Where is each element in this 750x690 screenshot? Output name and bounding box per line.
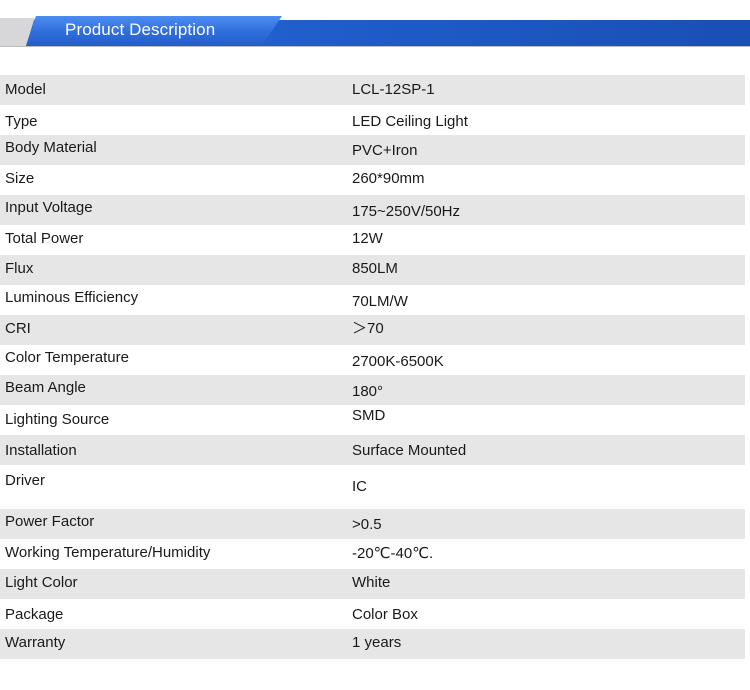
spec-value: ＞70 <box>352 320 384 337</box>
spec-row: CRI ＞70 <box>0 315 745 345</box>
spec-value: Surface Mounted <box>352 442 467 459</box>
spec-label: Power Factor <box>5 513 95 530</box>
spec-value: Color Box <box>352 606 418 623</box>
spec-row: Working Temperature/Humidity -20℃-40℃. <box>0 539 745 569</box>
spec-label: Flux <box>5 260 34 277</box>
spec-row: Color Temperature 2700K-6500K <box>0 345 745 375</box>
header-divider <box>0 46 750 47</box>
spec-row: Light Color White <box>0 569 745 599</box>
spec-row: Power Factor >0.5 <box>0 509 745 539</box>
spec-label: Driver <box>5 472 45 489</box>
spec-label: Color Temperature <box>5 349 129 366</box>
spec-value: 12W <box>352 230 383 247</box>
spec-label: Warranty <box>5 634 66 651</box>
section-header: Product Description <box>0 16 750 47</box>
spec-value: 850LM <box>352 260 398 277</box>
spec-label: Size <box>5 170 35 187</box>
spec-label: Body Material <box>5 139 97 156</box>
spec-row: Body Material PVC+Iron <box>0 135 745 165</box>
spec-row: Warranty 1 years <box>0 629 745 659</box>
spec-row: Flux 850LM <box>0 255 745 285</box>
spec-row: Type LED Ceiling Light <box>0 105 745 135</box>
spec-label: Type <box>5 113 38 130</box>
spec-label: Total Power <box>5 230 84 247</box>
spec-value: PVC+Iron <box>352 142 418 159</box>
spec-row: Luminous Efficiency 70LM/W <box>0 285 745 315</box>
spec-label: Input Voltage <box>5 199 93 216</box>
spec-value: -20℃-40℃. <box>352 545 434 562</box>
spec-table: Model LCL-12SP-1 Type LED Ceiling Light Body… <box>0 75 745 659</box>
header-title-tab <box>26 16 282 46</box>
spec-label: Package <box>5 606 64 623</box>
spec-row: Total Power 12W <box>0 225 745 255</box>
spec-label: Beam Angle <box>5 379 86 396</box>
spec-row: Package Color Box <box>0 599 745 629</box>
spec-value: 180° <box>352 383 384 400</box>
spec-value: SMD <box>352 407 386 424</box>
spec-row: Driver IC <box>0 465 745 509</box>
section-title: Product Description <box>65 20 216 39</box>
spec-row: Size 260*90mm <box>0 165 745 195</box>
spec-value: >0.5 <box>352 516 382 533</box>
spec-value: 175~250V/50Hz <box>352 203 461 220</box>
spec-row: Input Voltage 175~250V/50Hz <box>0 195 745 225</box>
spec-value: 1 years <box>352 634 402 651</box>
spec-row: Lighting Source SMD <box>0 405 745 435</box>
spec-row: Model LCL-12SP-1 <box>0 75 745 105</box>
spec-label: Lighting Source <box>5 411 110 428</box>
spec-value: LCL-12SP-1 <box>352 81 435 98</box>
spec-row: Installation Surface Mounted <box>0 435 745 465</box>
spec-value: 70LM/W <box>352 293 408 310</box>
spec-value: 260*90mm <box>352 170 425 187</box>
spec-row: Beam Angle 180° <box>0 375 745 405</box>
spec-value: IC <box>352 478 367 495</box>
spec-label: Working Temperature/Humidity <box>5 544 211 561</box>
spec-value: White <box>352 574 391 591</box>
spec-value: LED Ceiling Light <box>352 113 468 130</box>
spec-label: CRI <box>5 320 31 337</box>
spec-label: Installation <box>5 442 77 459</box>
spec-label: Luminous Efficiency <box>5 289 139 306</box>
spec-value: 2700K-6500K <box>352 353 444 370</box>
spec-label: Light Color <box>5 574 78 591</box>
spec-label: Model <box>5 81 46 98</box>
